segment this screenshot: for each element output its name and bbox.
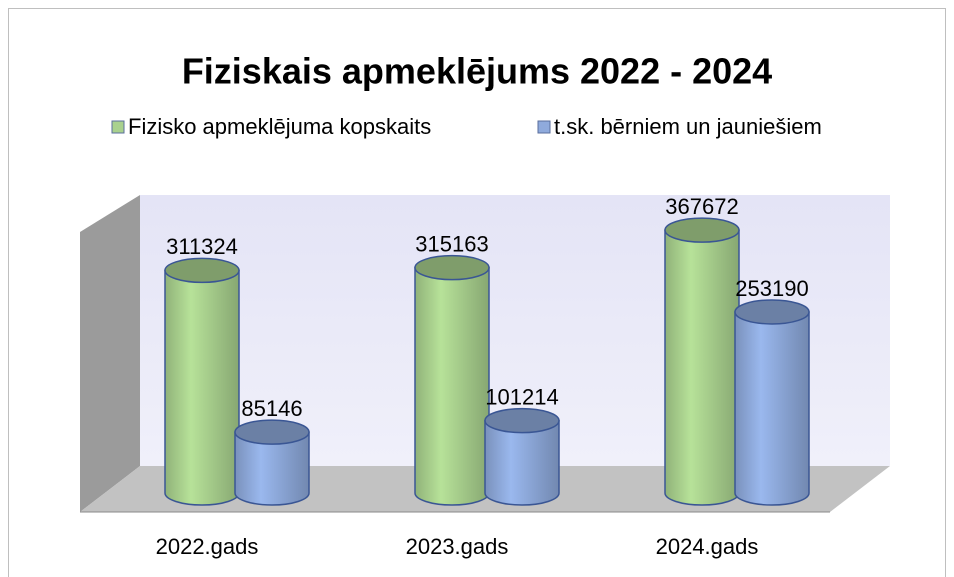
cylinder-top [414,254,490,281]
data-label: 367672 [665,194,738,219]
x-tick-label: 2022.gads [156,534,259,559]
cylinder-top [484,407,560,434]
legend-label: Fizisko apmeklējuma kopskaits [128,114,431,139]
cylinder-body [664,229,740,506]
cylinder-top [734,299,810,325]
legend-swatch [111,120,125,134]
legend-swatch [537,120,551,134]
cylinder-top [664,217,740,243]
cylinder-body [164,269,240,506]
cylinder [664,217,740,506]
cylinder-body [234,431,310,506]
data-label: 85146 [241,396,302,421]
data-label: 311324 [166,234,238,259]
cylinder [414,254,490,506]
cylinder-top [164,257,240,284]
cylinder [484,407,560,506]
side-wall [80,195,140,512]
x-tick-label: 2024.gads [656,534,759,559]
cylinder [234,419,310,506]
cylinder [164,257,240,506]
cylinder-top [234,419,310,445]
x-tick-label: 2023.gads [406,534,509,559]
legend: Fizisko apmeklējuma kopskaits t.sk. bērni… [111,114,822,139]
cylinder-body [414,266,490,506]
cylinder-body [734,311,810,506]
cylinder-body [484,419,560,506]
chart-title: Fiziskais apmeklējums 2022 - 2024 [182,51,772,92]
legend-label: t.sk. bērniem un jauniešiem [554,114,822,139]
data-label: 101214 [485,384,558,409]
data-label: 253190 [735,276,808,301]
data-label: 315163 [415,231,488,256]
cylinder [734,299,810,506]
